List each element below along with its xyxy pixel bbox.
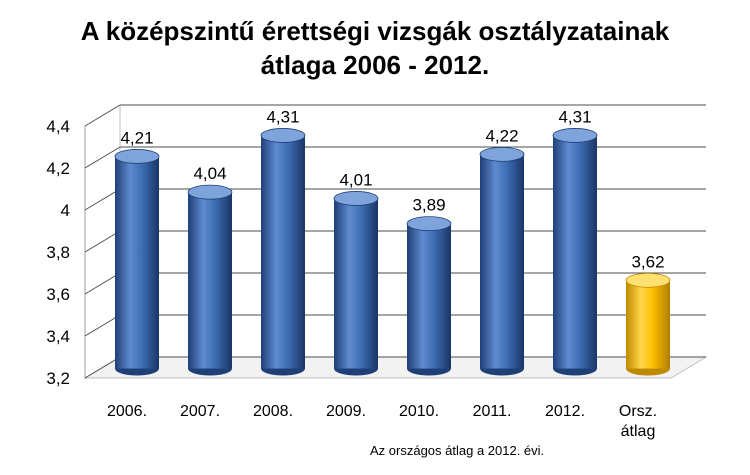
- data-label: 4,31: [266, 107, 299, 126]
- chart-walls: [83, 105, 708, 379]
- y-tick-label: 3,4: [46, 327, 70, 346]
- gridline-side: [84, 104, 121, 127]
- gridline-side: [84, 272, 121, 295]
- gridline-side: [84, 314, 121, 337]
- data-label: 4,31: [558, 107, 591, 126]
- y-tick-label: 3,6: [46, 285, 70, 304]
- y-axis-ticks: 3,2 3,4 3,6 3,8 4 4,2 4,4: [46, 117, 70, 388]
- y-tick-label: 4,4: [46, 117, 70, 136]
- y-tick-label: 4,2: [46, 159, 70, 178]
- chart-title-line-1: A középszintű érettségi vizsgák osztályz…: [80, 16, 670, 46]
- gridline-side: [84, 146, 121, 169]
- data-label: 4,01: [339, 170, 372, 189]
- y-tick-label: 3,8: [46, 243, 70, 262]
- gridline-side: [84, 230, 121, 253]
- chart-title-line-2: átlaga 2006 - 2012.: [260, 50, 490, 80]
- x-tick-label: 2009.: [326, 403, 366, 420]
- y-tick-label: 3,2: [46, 369, 70, 388]
- gridline-side: [84, 188, 121, 211]
- data-label: 3,62: [631, 252, 664, 271]
- x-tick-label: 2006.: [107, 403, 147, 420]
- bar-national-average: [625, 272, 671, 376]
- x-tick-label: 2010.: [399, 403, 439, 420]
- grid-lines: [84, 104, 706, 379]
- x-tick-label: 2011.: [473, 403, 512, 420]
- data-label: 4,04: [193, 164, 226, 183]
- gridline-side: [84, 356, 121, 379]
- data-label: 4,21: [120, 128, 153, 147]
- bar: [406, 216, 452, 376]
- x-axis-ticks: 2006. 2007. 2008. 2009. 2010. 2011. 2012. Orsz.…: [107, 403, 657, 440]
- x-tick-label: 2007.: [180, 403, 220, 420]
- bar: [479, 146, 525, 376]
- footnote: Az országos átlag a 2012. évi.: [370, 443, 545, 458]
- x-tick-label: 2012.: [545, 403, 585, 420]
- data-label: 4,22: [485, 126, 518, 145]
- y-tick-label: 4: [61, 201, 70, 220]
- data-labels: 4,21 4,04 4,31 4,01 3,89 4,22 4,31 3,62: [120, 107, 664, 271]
- bar: [552, 128, 598, 376]
- x-tick-label: Orsz.: [619, 403, 657, 420]
- x-tick-label: 2008.: [253, 403, 293, 420]
- chart-floor: [83, 356, 708, 379]
- bars: [114, 128, 671, 376]
- bar: [260, 128, 306, 376]
- bar: [114, 149, 160, 376]
- chart-title: A középszintű érettségi vizsgák osztályz…: [0, 14, 750, 82]
- bar: [187, 184, 233, 376]
- x-tick-label: átlag: [621, 423, 656, 440]
- bar: [333, 191, 379, 376]
- data-label: 3,89: [412, 196, 445, 215]
